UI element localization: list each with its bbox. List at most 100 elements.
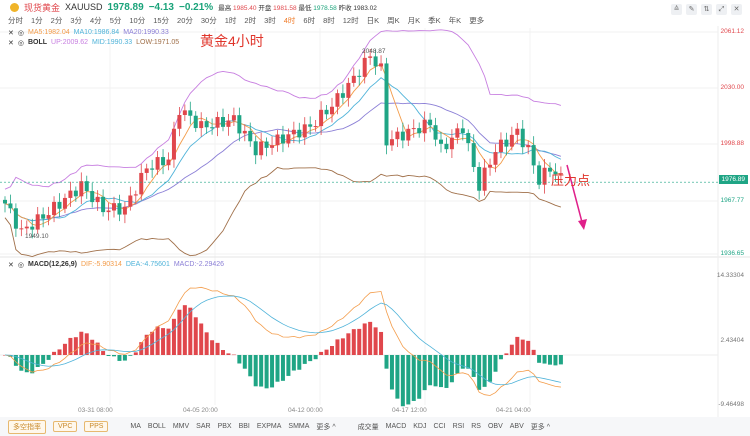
period-tabs: 分时 1分 2分 3分 4分 5分 10分 15分 20分 30分 1时 2时 3时 4时 6时 8时 12时日… bbox=[8, 15, 484, 26]
settings-icon[interactable]: ◎ bbox=[17, 262, 24, 269]
period-tab[interactable]: 12时 bbox=[342, 16, 359, 25]
macd-bar bbox=[275, 355, 280, 382]
macd-bar bbox=[188, 307, 193, 355]
candle-up bbox=[112, 203, 116, 211]
period-tab[interactable]: 分时 bbox=[8, 16, 23, 25]
main-indicator[interactable]: BOLL bbox=[147, 423, 166, 430]
candle-up bbox=[270, 145, 275, 148]
sub-indicator[interactable]: ABV bbox=[509, 423, 524, 430]
time-tick: 04-12 00:00 bbox=[288, 407, 323, 414]
period-tab[interactable]: 8时 bbox=[323, 16, 335, 25]
sub-indicator[interactable]: KDJ bbox=[413, 423, 427, 430]
period-tab[interactable]: 10分 bbox=[129, 16, 146, 25]
macd-bar bbox=[313, 355, 318, 360]
period-tab[interactable]: 更多 bbox=[469, 16, 485, 25]
sub-indicator[interactable]: RS bbox=[471, 423, 481, 430]
macd-bar bbox=[395, 355, 400, 399]
macd-bar bbox=[368, 321, 373, 355]
period-tab[interactable]: 2时 bbox=[244, 16, 257, 25]
period-tab[interactable]: 5分 bbox=[109, 16, 122, 25]
ma-legend: ✕ ◎ MA5:1982.04 MA10:1986.84 MA20:1990.33 bbox=[8, 29, 169, 37]
prev-label: 昨收 bbox=[338, 5, 352, 12]
boll-mid: MID:1990.33 bbox=[92, 39, 133, 46]
candle-up bbox=[455, 128, 460, 138]
macd-bar bbox=[428, 355, 433, 386]
period-tab[interactable]: 1分 bbox=[31, 16, 43, 25]
candle-up bbox=[302, 124, 307, 138]
macd-bar bbox=[144, 334, 149, 355]
period-tab[interactable]: 周K bbox=[387, 16, 400, 25]
main-indicator[interactable]: MMV bbox=[172, 423, 190, 430]
macd-bar bbox=[106, 355, 111, 357]
macd-bar bbox=[324, 349, 329, 355]
macd-bar bbox=[166, 328, 171, 355]
period-tab[interactable]: 3时 bbox=[264, 16, 276, 25]
main-indicator[interactable]: SAR bbox=[196, 423, 211, 430]
instrument-name[interactable]: 现货黄金 bbox=[24, 2, 61, 13]
indicator-tag[interactable]: 多空指率 bbox=[8, 419, 46, 434]
macd-value: MACD:-2.29426 bbox=[173, 261, 225, 268]
close-icon[interactable]: ✕ bbox=[8, 40, 14, 47]
period-tab[interactable]: 15分 bbox=[153, 16, 170, 25]
period-tab[interactable]: 月K bbox=[407, 16, 421, 25]
sub-indicator[interactable]: CCI bbox=[433, 423, 446, 430]
sub-indicator[interactable]: OBV bbox=[487, 423, 503, 430]
macd-bar bbox=[351, 329, 356, 355]
main-indicator[interactable]: SMMA bbox=[288, 423, 310, 430]
sub-indicator[interactable]: MACD bbox=[385, 423, 407, 430]
period-tab[interactable]: 30分 bbox=[200, 16, 217, 25]
fullscreen-icon[interactable]: ⤢ bbox=[716, 4, 727, 15]
symbol-selector[interactable]: XAUUSD bbox=[65, 2, 103, 12]
main-indicator[interactable]: BBI bbox=[238, 423, 250, 430]
draw-icon[interactable]: ✎ bbox=[686, 4, 697, 15]
candle-up bbox=[19, 228, 24, 230]
macd-bar bbox=[68, 337, 73, 355]
period-tab[interactable]: 季K bbox=[428, 16, 441, 25]
settings-icon[interactable]: ◎ bbox=[17, 40, 24, 47]
period-tab[interactable]: 1时 bbox=[224, 16, 237, 25]
candle-down bbox=[161, 157, 166, 166]
low-label: 最低 bbox=[298, 5, 312, 12]
current-price-tag: 1976.89 bbox=[718, 175, 748, 184]
candle-up bbox=[79, 181, 84, 197]
indicator-tag[interactable]: PPS bbox=[84, 421, 109, 432]
macd-bar bbox=[41, 355, 46, 364]
main-indicator[interactable]: 更多 ^ bbox=[316, 423, 336, 431]
macd-bar bbox=[242, 355, 247, 369]
pressure-arrow bbox=[566, 164, 584, 227]
macd-bar bbox=[477, 355, 482, 390]
period-tab[interactable]: 年K bbox=[448, 16, 462, 25]
candle-up bbox=[95, 196, 100, 203]
period-tab[interactable]: 4时 bbox=[283, 16, 296, 25]
period-tab[interactable]: 2分 bbox=[50, 16, 63, 25]
gold-logo-icon bbox=[10, 2, 19, 12]
close-icon[interactable]: ✕ bbox=[731, 4, 742, 15]
sub-indicator[interactable]: 更多 ^ bbox=[530, 423, 551, 431]
candle-down bbox=[264, 141, 269, 148]
time-tick: 03-31 08:00 bbox=[78, 407, 113, 414]
main-indicator[interactable]: PBX bbox=[217, 423, 232, 430]
macd-bar bbox=[520, 339, 525, 355]
candle-down bbox=[384, 63, 389, 146]
settings-icon[interactable]: ◎ bbox=[17, 30, 24, 37]
period-tab[interactable]: 20分 bbox=[177, 16, 193, 25]
candle-up bbox=[133, 194, 138, 196]
main-indicator[interactable]: EXPMA bbox=[256, 423, 282, 430]
indicator-icon[interactable]: ≙ bbox=[671, 4, 682, 15]
period-tab[interactable]: 日K bbox=[366, 16, 380, 25]
sub-indicator[interactable]: 成交量 bbox=[357, 423, 379, 431]
period-tab[interactable]: 3分 bbox=[70, 16, 83, 25]
close-icon[interactable]: ✕ bbox=[8, 262, 14, 269]
period-tab[interactable]: 4分 bbox=[90, 16, 102, 25]
sub-indicator[interactable]: RSI bbox=[452, 423, 465, 430]
main-indicator[interactable]: MA bbox=[130, 423, 141, 430]
close-icon[interactable]: ✕ bbox=[8, 30, 14, 37]
macd-bar bbox=[531, 349, 536, 355]
period-tab[interactable]: 6时 bbox=[303, 16, 316, 25]
macd-bar bbox=[79, 331, 84, 355]
indicator-tag[interactable]: VPC bbox=[53, 421, 78, 432]
compare-icon[interactable]: ⇅ bbox=[701, 4, 712, 15]
high-label: 最高 bbox=[218, 5, 232, 12]
candle-up bbox=[346, 82, 351, 98]
kline-chart[interactable] bbox=[0, 0, 750, 417]
